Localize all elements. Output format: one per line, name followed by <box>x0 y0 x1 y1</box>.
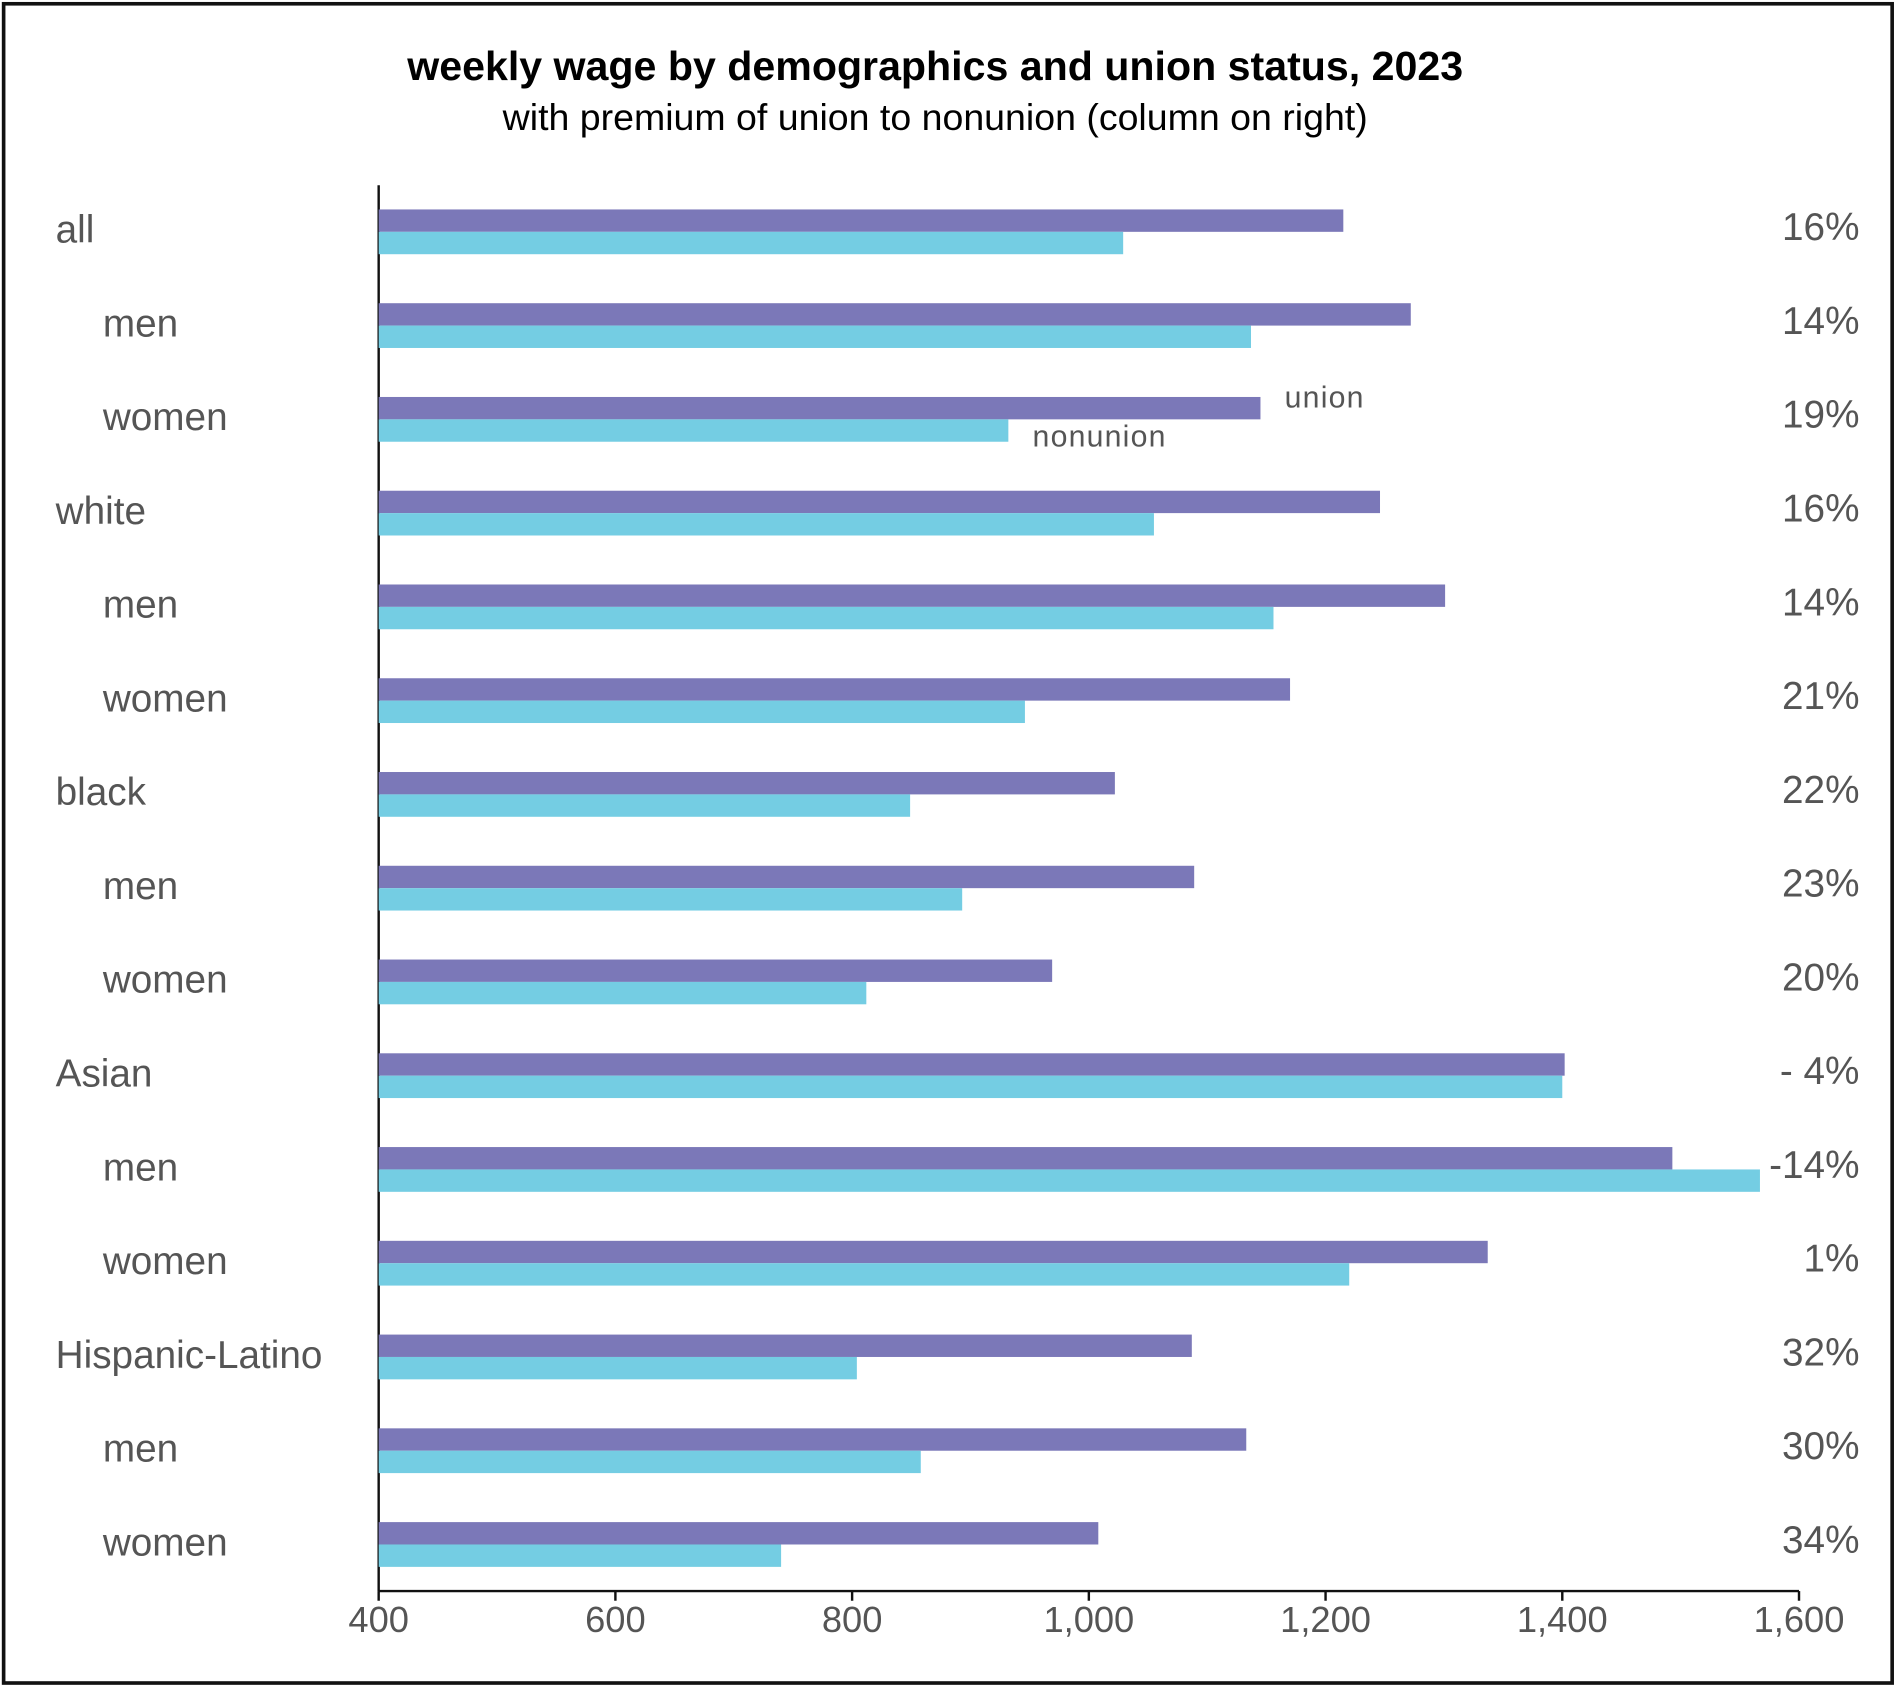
category-label: women <box>102 959 228 1002</box>
x-tick-label: 1,600 <box>1754 1599 1845 1640</box>
bar <box>378 1334 1192 1357</box>
category-label: white <box>55 490 146 533</box>
bar <box>378 794 911 817</box>
category-label: black <box>56 771 147 814</box>
bar <box>378 1450 921 1474</box>
bar <box>378 584 1446 607</box>
bar <box>378 1428 1247 1451</box>
bar <box>378 772 1115 795</box>
bar <box>378 396 1261 420</box>
category-label: men <box>103 1146 178 1189</box>
bar <box>378 325 1251 348</box>
x-tick-label: 1,200 <box>1280 1599 1371 1640</box>
premium-label: 16% <box>1782 488 1859 531</box>
bar <box>378 606 1274 630</box>
category-label: Hispanic-Latino <box>56 1334 323 1377</box>
bar <box>378 1356 857 1380</box>
bar <box>378 513 1154 536</box>
bar <box>378 209 1344 232</box>
bar <box>378 419 1009 442</box>
bar <box>378 700 1025 724</box>
premium-label: 14% <box>1782 300 1859 343</box>
x-tick-label: 1,000 <box>1043 1599 1134 1640</box>
category-label: men <box>103 865 178 908</box>
series-label: nonunion <box>1033 421 1167 454</box>
premium-label: -14% <box>1769 1144 1859 1187</box>
bar <box>378 1240 1488 1264</box>
bar <box>378 678 1291 701</box>
category-label: women <box>102 677 228 720</box>
premium-label: 19% <box>1782 394 1859 437</box>
category-label: women <box>102 396 228 439</box>
bar <box>378 1263 1350 1286</box>
x-tick-label: 1,400 <box>1517 1599 1608 1640</box>
chart-subtitle: with premium of union to nonunion (colum… <box>502 96 1368 138</box>
bar <box>378 981 867 1005</box>
premium-label: 20% <box>1782 956 1859 999</box>
premium-label: 34% <box>1782 1519 1859 1562</box>
x-tick-label: 400 <box>348 1599 409 1640</box>
category-label: men <box>103 302 178 345</box>
premium-label: 21% <box>1782 675 1859 718</box>
category-label: women <box>102 1521 228 1564</box>
premium-label: 22% <box>1782 769 1859 812</box>
category-label: Asian <box>56 1053 153 1096</box>
bar <box>378 888 963 911</box>
bar <box>378 959 1053 982</box>
premium-label: 1% <box>1804 1238 1860 1281</box>
bar <box>378 1147 1673 1170</box>
bar <box>378 231 1124 255</box>
bar <box>378 1075 1563 1099</box>
premium-label: 14% <box>1782 581 1859 624</box>
premium-label: 16% <box>1782 206 1859 249</box>
chart-title: weekly wage by demographics and union st… <box>406 43 1463 89</box>
category-label: women <box>102 1240 228 1283</box>
bar <box>378 303 1411 326</box>
series-label: union <box>1285 381 1365 414</box>
bar <box>378 490 1381 514</box>
premium-label: - 4% <box>1780 1050 1860 1093</box>
bar <box>378 1169 1760 1192</box>
category-label: all <box>56 209 95 252</box>
bar <box>378 1522 1099 1545</box>
category-label: men <box>103 1428 178 1471</box>
bar <box>378 1544 782 1567</box>
bar <box>378 1053 1565 1076</box>
premium-label: 32% <box>1782 1331 1859 1374</box>
x-tick-label: 800 <box>822 1599 883 1640</box>
x-tick-label: 600 <box>585 1599 646 1640</box>
premium-label: 30% <box>1782 1425 1859 1468</box>
bar <box>378 865 1195 889</box>
category-label: men <box>103 584 178 627</box>
premium-label: 23% <box>1782 863 1859 906</box>
